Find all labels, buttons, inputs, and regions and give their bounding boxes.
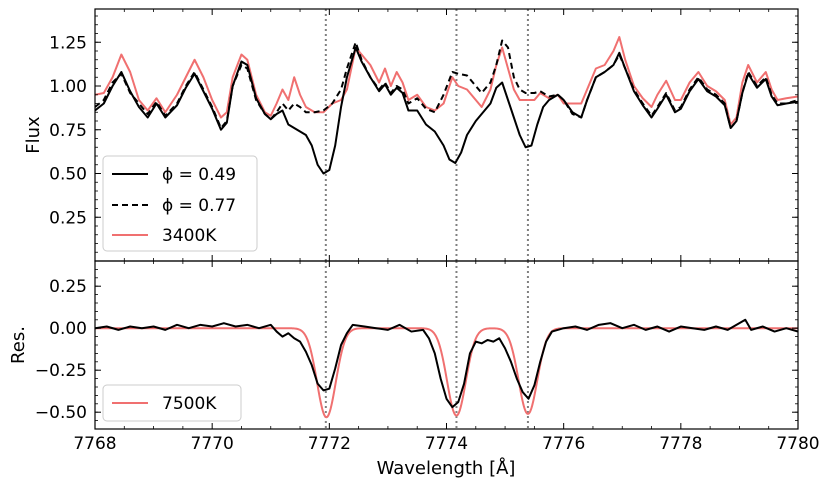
legend-label-3400k: 3400K	[162, 226, 217, 246]
residual-ytick-label: −0.25	[35, 361, 87, 381]
flux-series-phi-0-49	[95, 46, 798, 175]
flux-legend: ϕ = 0.49 ϕ = 0.77 3400K	[102, 155, 258, 252]
flux-ytick-label: 0.25	[49, 208, 87, 228]
legend-label-phi077: ϕ = 0.77	[162, 196, 236, 216]
wavelength-tick-label: 7778	[659, 434, 702, 454]
residual-series-residual	[95, 318, 798, 409]
flux-series-phi-0-77	[95, 39, 798, 129]
flux-ytick-label: 1.00	[49, 77, 87, 97]
residual-ytick-label: −0.50	[35, 403, 87, 423]
residual-series-7500k	[95, 327, 798, 419]
flux-ytick-label: 1.25	[49, 33, 87, 53]
flux-series-group	[95, 36, 798, 175]
residual-panel: −0.50 −0.25 0.00 0.25 7768 7770 7772 7774 7776 77…	[35, 260, 820, 454]
wavelength-tick-label: 7768	[73, 434, 116, 454]
residual-axis-label: Res.	[8, 326, 29, 364]
wavelength-tick-label: 7774	[425, 434, 468, 454]
residual-ytick-label: 0.00	[49, 319, 87, 339]
flux-ytick-label: 0.50	[49, 165, 87, 185]
legend-frame	[102, 155, 258, 252]
residual-legend: 7500K	[102, 384, 242, 422]
wavelength-tick-label: 7772	[308, 434, 351, 454]
legend-label-phi049: ϕ = 0.49	[162, 165, 236, 185]
legend-label-7500k: 7500K	[162, 394, 217, 414]
legend-frame	[102, 384, 242, 422]
residual-ytick-label: 0.25	[49, 277, 87, 297]
wavelength-tick-label: 7770	[191, 434, 234, 454]
wavelength-axis-label: Wavelength [Å]	[377, 457, 516, 479]
flux-series-3400k	[95, 36, 798, 126]
residual-series-group	[95, 318, 798, 419]
wavelength-tick-label: 7780	[776, 434, 819, 454]
wavelength-tick-label: 7776	[542, 434, 585, 454]
flux-axis-label: Flux	[23, 116, 44, 154]
flux-ytick-label: 0.75	[49, 121, 87, 141]
flux-panel: 0.25 0.50 0.75 1.00 1.25	[49, 8, 799, 262]
